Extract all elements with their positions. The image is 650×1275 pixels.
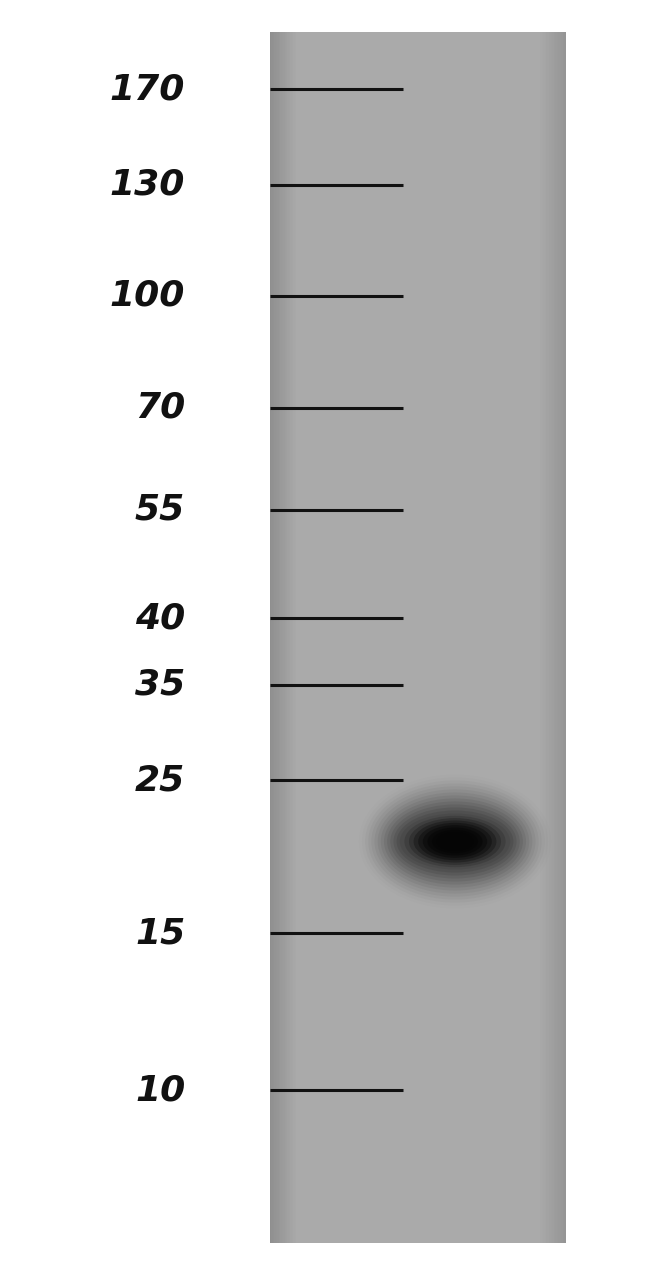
Bar	[291, 32, 292, 1243]
Text: 25: 25	[135, 764, 185, 797]
Ellipse shape	[427, 827, 482, 856]
Ellipse shape	[378, 792, 532, 890]
Bar	[539, 32, 540, 1243]
Text: 40: 40	[135, 602, 185, 635]
Bar	[270, 32, 566, 1243]
Ellipse shape	[396, 811, 514, 872]
Ellipse shape	[381, 796, 529, 887]
Ellipse shape	[390, 805, 520, 878]
Bar	[276, 32, 277, 1243]
Bar	[286, 32, 287, 1243]
Bar	[558, 32, 560, 1243]
Bar	[556, 32, 558, 1243]
Text: 15: 15	[135, 917, 185, 950]
Ellipse shape	[400, 813, 510, 870]
Bar	[273, 32, 274, 1243]
Bar	[295, 32, 296, 1243]
Bar	[274, 32, 276, 1243]
Ellipse shape	[437, 833, 473, 850]
Bar	[564, 32, 566, 1243]
Ellipse shape	[404, 816, 506, 867]
Bar	[552, 32, 554, 1243]
Ellipse shape	[441, 834, 469, 849]
Bar	[540, 32, 542, 1243]
Bar	[542, 32, 543, 1243]
Bar	[554, 32, 555, 1243]
Text: 35: 35	[135, 668, 185, 701]
Bar	[277, 32, 279, 1243]
Ellipse shape	[446, 836, 464, 847]
Ellipse shape	[432, 830, 478, 853]
Text: 100: 100	[110, 279, 185, 312]
Text: 70: 70	[135, 391, 185, 425]
Bar	[548, 32, 549, 1243]
Bar	[292, 32, 293, 1243]
Text: 130: 130	[110, 168, 185, 201]
Bar	[283, 32, 285, 1243]
Bar	[289, 32, 291, 1243]
Bar	[293, 32, 295, 1243]
Ellipse shape	[418, 822, 492, 861]
Bar	[545, 32, 546, 1243]
Bar	[549, 32, 551, 1243]
Bar	[279, 32, 280, 1243]
Bar	[287, 32, 289, 1243]
Ellipse shape	[450, 839, 460, 844]
Text: 10: 10	[135, 1074, 185, 1107]
Bar	[543, 32, 545, 1243]
Ellipse shape	[384, 798, 526, 885]
Bar	[546, 32, 548, 1243]
Ellipse shape	[422, 825, 488, 858]
Ellipse shape	[393, 807, 517, 876]
Ellipse shape	[387, 802, 523, 881]
Bar	[551, 32, 552, 1243]
Bar	[280, 32, 281, 1243]
Bar	[285, 32, 286, 1243]
Ellipse shape	[409, 819, 501, 864]
Ellipse shape	[413, 820, 497, 862]
Bar	[561, 32, 562, 1243]
Bar	[271, 32, 273, 1243]
Bar	[281, 32, 283, 1243]
Ellipse shape	[374, 789, 536, 894]
Text: 170: 170	[110, 73, 185, 106]
Text: 55: 55	[135, 493, 185, 527]
Bar	[562, 32, 564, 1243]
Bar	[270, 32, 271, 1243]
Bar	[560, 32, 561, 1243]
Bar	[555, 32, 556, 1243]
